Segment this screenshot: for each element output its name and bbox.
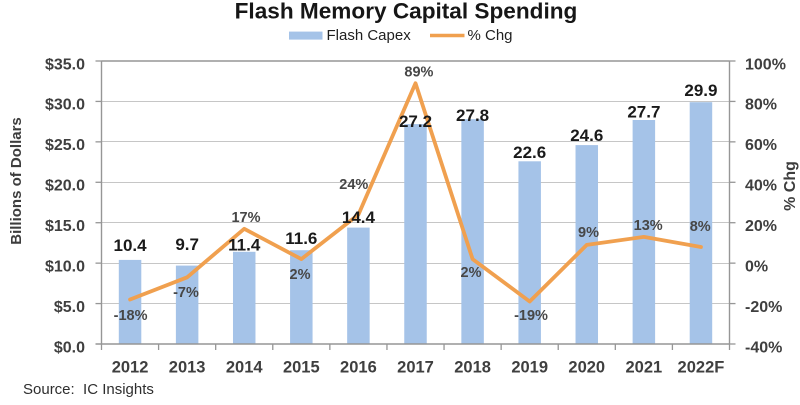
svg-text:$0.0: $0.0: [54, 339, 85, 356]
svg-text:60%: 60%: [745, 137, 777, 154]
svg-text:20%: 20%: [745, 218, 777, 235]
svg-text:$20.0: $20.0: [45, 178, 85, 195]
svg-text:11.4: 11.4: [228, 235, 261, 254]
svg-text:$25.0: $25.0: [45, 137, 85, 154]
svg-text:27.8: 27.8: [456, 106, 489, 125]
svg-text:$35.0: $35.0: [45, 56, 85, 73]
svg-text:2021: 2021: [626, 359, 663, 377]
svg-text:2017: 2017: [397, 359, 434, 377]
svg-text:Billions of Dollars: Billions of Dollars: [8, 117, 25, 245]
svg-text:17%: 17%: [231, 210, 260, 226]
svg-text:80%: 80%: [745, 97, 777, 114]
svg-text:22.6: 22.6: [513, 143, 546, 162]
svg-text:-7%: -7%: [173, 285, 199, 301]
svg-text:9%: 9%: [578, 225, 599, 241]
svg-text:2014: 2014: [226, 359, 264, 377]
svg-text:% Chg: % Chg: [468, 27, 513, 44]
svg-text:Source: IC Insights: Source: IC Insights: [23, 381, 154, 398]
svg-text:8%: 8%: [690, 219, 711, 235]
svg-text:13%: 13%: [634, 218, 663, 234]
svg-text:2012: 2012: [112, 359, 149, 377]
svg-text:$10.0: $10.0: [45, 258, 85, 275]
svg-text:2018: 2018: [454, 359, 491, 377]
svg-text:0%: 0%: [745, 258, 768, 275]
svg-text:9.7: 9.7: [175, 235, 199, 254]
svg-text:24.6: 24.6: [570, 126, 603, 145]
svg-text:Flash Capex: Flash Capex: [327, 27, 412, 44]
svg-text:27.2: 27.2: [399, 112, 432, 131]
svg-text:2015: 2015: [283, 359, 320, 377]
svg-text:2%: 2%: [461, 265, 482, 281]
svg-text:Flash Memory Capital Spending: Flash Memory Capital Spending: [235, 0, 578, 24]
svg-text:% Chg: % Chg: [782, 161, 799, 211]
svg-text:89%: 89%: [404, 64, 433, 80]
svg-text:29.9: 29.9: [684, 81, 717, 100]
svg-text:2019: 2019: [511, 359, 548, 377]
svg-text:2013: 2013: [169, 359, 206, 377]
svg-text:-19%: -19%: [514, 308, 548, 324]
svg-text:$5.0: $5.0: [54, 299, 85, 316]
svg-text:27.7: 27.7: [627, 102, 660, 121]
svg-text:2022F: 2022F: [678, 359, 725, 377]
svg-text:-40%: -40%: [745, 339, 782, 356]
svg-text:40%: 40%: [745, 178, 777, 195]
svg-text:100%: 100%: [745, 56, 786, 73]
svg-text:14.4: 14.4: [342, 208, 376, 227]
svg-text:$30.0: $30.0: [45, 97, 85, 114]
svg-text:2016: 2016: [340, 359, 377, 377]
svg-text:-20%: -20%: [745, 299, 782, 316]
svg-text:24%: 24%: [339, 177, 368, 193]
svg-text:-18%: -18%: [114, 308, 148, 324]
svg-text:2%: 2%: [290, 267, 311, 283]
svg-text:2020: 2020: [568, 359, 605, 377]
svg-text:11.6: 11.6: [285, 229, 317, 248]
svg-text:$15.0: $15.0: [45, 218, 85, 235]
svg-text:10.4: 10.4: [114, 236, 148, 255]
